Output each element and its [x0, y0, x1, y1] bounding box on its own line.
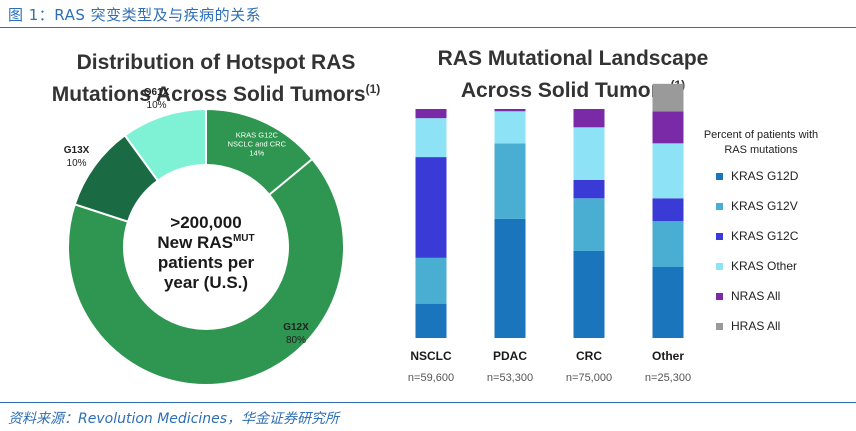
x-tick-pdac: PDAC: [493, 349, 527, 363]
bar-other-nras-all: [652, 111, 684, 144]
pie-title-line2: Mutations Across Solid Tumors: [51, 83, 366, 106]
legend-label-kras-g12c: KRAS G12C: [731, 229, 799, 243]
legend-swatch-kras-g12v: [716, 203, 723, 210]
bar-legend: Percent of patients with RAS mutations KRA…: [704, 129, 818, 333]
bar-pdac-kras-g12d: [494, 218, 526, 338]
sample-size-nsclc: n=59,600: [408, 372, 454, 384]
pie-slice-q61x: [123, 107, 207, 183]
bar-nsclc-kras-g12c: [415, 157, 447, 258]
pie-title-footnote: (1): [365, 82, 381, 96]
legend-label-kras-other: KRAS Other: [731, 259, 797, 273]
legend-label-nras-all: NRAS All: [731, 289, 780, 303]
pie-subslice-divider: [268, 158, 313, 196]
pie-center-line4: year (U.S.): [164, 273, 248, 292]
pie-label-g12x: G12X: [283, 322, 309, 333]
legend-swatch-kras-g12d: [716, 173, 723, 180]
pie-center-line2-sup: MUT: [233, 233, 255, 244]
legend-label-hras-all: HRAS All: [731, 319, 780, 333]
bar-other-kras-other: [652, 143, 684, 199]
bar-title-line2: Across Solid Tumors: [460, 79, 671, 102]
legend-swatch-hras-all: [716, 323, 723, 330]
pie-value-g13x: 10%: [67, 158, 87, 169]
pie-subslice-label-1: KRAS G12C: [236, 130, 279, 139]
legend-label-kras-g12d: KRAS G12D: [731, 169, 799, 183]
bar-other-kras-g12c: [652, 198, 684, 222]
legend-title-line1: Percent of patients with: [704, 129, 818, 141]
bar-other-hras-all: [652, 83, 684, 112]
bar-nsclc-kras-g12d: [415, 303, 447, 338]
x-tick-nsclc: NSCLC: [410, 349, 452, 363]
pie-subslice-label-3: 14%: [249, 148, 264, 157]
bar-nsclc-nras-all: [415, 109, 447, 119]
stacked-bar-chart: NSCLC n=59,600 PDAC n=53,300 CRC n=75,000 Othe…: [408, 83, 691, 384]
bar-crc-kras-g12v: [573, 198, 605, 251]
bar-pdac-kras-g12v: [494, 143, 526, 219]
source-note: 资料来源：Revolution Medicines，华金证券研究所: [8, 411, 340, 427]
legend-swatch-kras-g12c: [716, 233, 723, 240]
legend-swatch-kras-other: [716, 263, 723, 270]
top-rule: [0, 27, 856, 28]
sample-size-pdac: n=53,300: [487, 372, 533, 384]
sample-size-crc: n=75,000: [566, 372, 612, 384]
pie-value-q61x: 10%: [147, 100, 167, 111]
pie-chart-title: Distribution of Hotspot RAS Mutations Ac…: [26, 50, 406, 108]
bar-chart-title: RAS Mutational Landscape Across Solid Tu…: [408, 46, 738, 104]
bar-other-kras-g12v: [652, 221, 684, 268]
pie-subslice-label-2: NSCLC and CRC: [228, 139, 287, 148]
bar-crc-kras-other: [573, 127, 605, 180]
bar-title-line1: RAS Mutational Landscape: [437, 47, 709, 70]
pie-center-line1: >200,000: [170, 213, 241, 232]
bar-crc-kras-g12d: [573, 250, 605, 338]
pie-slice-g12x: [67, 107, 345, 386]
bottom-rule: [0, 402, 856, 403]
legend-title-line2: RAS mutations: [724, 144, 798, 156]
legend-swatch-nras-all: [716, 293, 723, 300]
figure-caption: 图 1：RAS 突变类型及与疾病的关系: [8, 6, 262, 24]
sample-size-other: n=25,300: [645, 372, 691, 384]
pie-center-line3: patients per: [158, 253, 255, 272]
bar-nsclc-kras-g12v: [415, 257, 447, 304]
bar-nsclc-kras-other: [415, 118, 447, 158]
pie-label-g13x: G13X: [64, 145, 90, 156]
x-tick-crc: CRC: [576, 349, 602, 363]
pie-value-g12x: 80%: [286, 335, 306, 346]
pie-center-line2: New RASMUT: [157, 233, 254, 252]
bar-pdac-kras-other: [494, 111, 526, 144]
pie-center-line2-text: New RAS: [157, 233, 233, 252]
pie-title-line1: Distribution of Hotspot RAS: [76, 51, 356, 74]
bar-pdac-nras-all: [494, 109, 526, 112]
bar-crc-nras-all: [573, 109, 605, 128]
x-tick-other: Other: [652, 349, 684, 363]
bar-other-kras-g12d: [652, 267, 684, 338]
bar-crc-kras-g12c: [573, 179, 605, 199]
pie-label-q61x: Q61X: [144, 87, 170, 98]
legend-label-kras-g12v: KRAS G12V: [731, 199, 798, 213]
